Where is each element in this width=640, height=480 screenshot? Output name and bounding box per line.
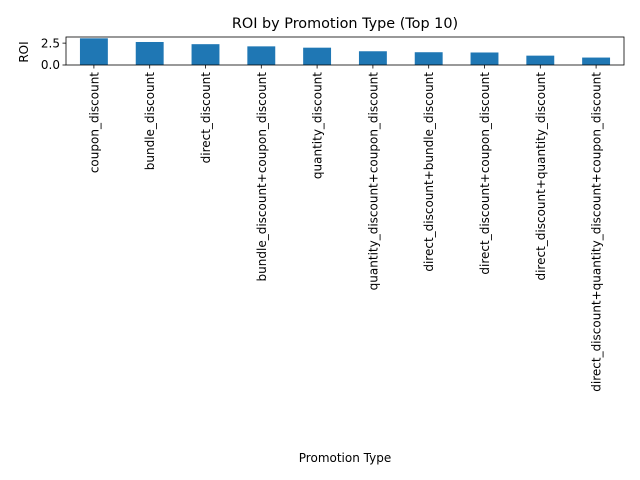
x-tick-label: direct_discount xyxy=(199,72,213,164)
bar xyxy=(135,41,164,65)
bar xyxy=(247,46,276,65)
x-tick-label: direct_discount+quantity_discount+coupon… xyxy=(590,72,604,392)
plot-area: 0.0 2.5 coupon_discount bundle_discount dire… xyxy=(41,36,625,392)
bar xyxy=(191,44,220,65)
chart-title: ROI by Promotion Type (Top 10) xyxy=(232,16,458,32)
bar xyxy=(414,52,443,65)
x-tick-label: direct_discount+bundle_discount xyxy=(422,72,436,272)
bar xyxy=(582,57,611,65)
bar xyxy=(303,47,332,65)
x-tick-label: quantity_discount+coupon_discount xyxy=(366,72,380,291)
x-tick-label: bundle_discount xyxy=(143,72,157,171)
y-axis-label: ROI xyxy=(17,41,31,62)
bar xyxy=(526,55,555,65)
y-tick-label: 0.0 xyxy=(41,58,60,72)
x-tick-label: coupon_discount xyxy=(87,72,101,173)
y-tick-label: 2.5 xyxy=(41,36,60,50)
x-tick-label: direct_discount+coupon_discount xyxy=(478,72,492,275)
bar xyxy=(470,52,499,65)
x-tick-label: bundle_discount+coupon_discount xyxy=(255,72,269,282)
x-tick-label: direct_discount+quantity_discount xyxy=(534,72,548,281)
axes-frame xyxy=(65,36,625,66)
x-tick-label: quantity_discount xyxy=(311,72,325,179)
x-axis-label: Promotion Type xyxy=(299,451,391,465)
bar xyxy=(358,51,387,65)
bar xyxy=(79,38,108,65)
